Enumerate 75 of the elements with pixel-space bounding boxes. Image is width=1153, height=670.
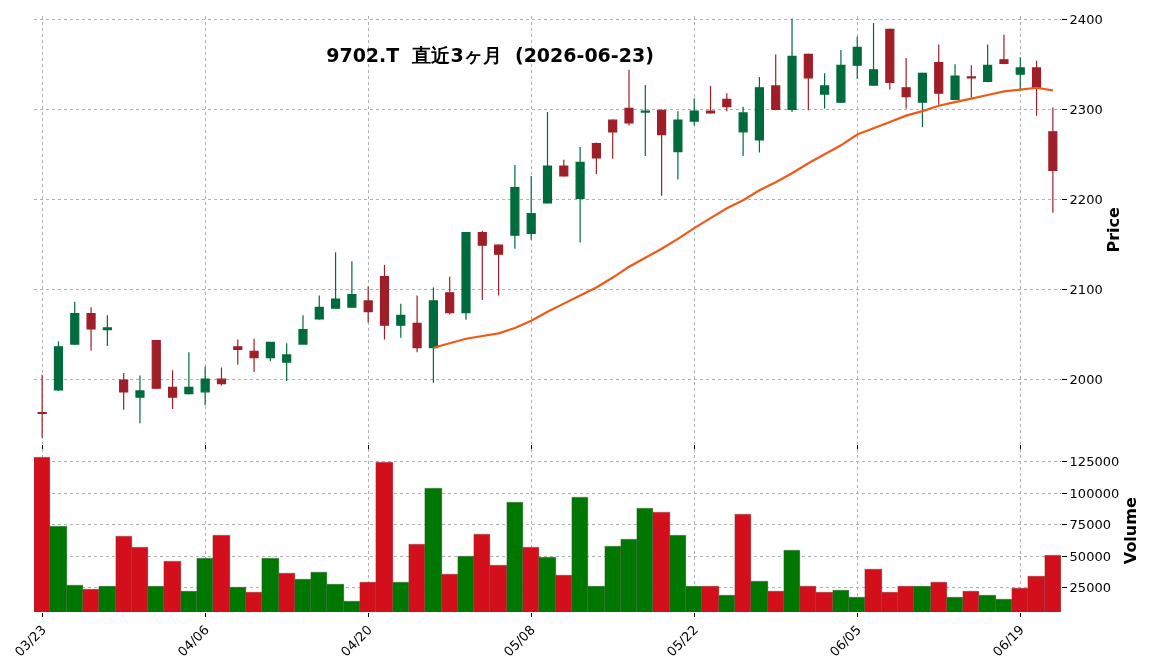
candlestick [135,375,145,424]
candlestick [347,260,357,308]
candlestick [200,366,210,406]
candlestick [233,339,243,366]
candlestick [102,314,112,347]
candlestick [477,230,487,301]
candlestick [624,69,634,127]
y-tick-label: 2000 [1069,371,1103,387]
candlestick [298,314,308,345]
y-tick-label: 100000 [1069,485,1120,501]
candlestick [868,22,879,87]
y-tick-label: 2300 [1069,101,1103,117]
candlestick [379,264,390,341]
candlestick [575,146,585,244]
candlestick [510,164,520,250]
candlestick [494,243,504,297]
candlestick [836,49,846,104]
candlestick [428,286,438,384]
candlestick [363,285,373,324]
candlestick [167,369,178,410]
candlestick [526,175,536,241]
candlestick [314,294,324,321]
candlestick [330,251,341,309]
candlestick [966,64,976,99]
candlestick [445,276,455,316]
candlestick [151,339,161,390]
candlestick [249,338,259,373]
y-tick-label: 50000 [1069,548,1111,564]
candlestick [119,372,129,411]
candlestick [1048,106,1058,214]
y-tick-label: 125000 [1069,454,1120,470]
candlestick [820,72,830,110]
candlestick [754,76,765,154]
candlestick [184,351,194,396]
y-tick-label: 25000 [1069,580,1111,596]
candlestick [689,97,699,127]
y-tick-label: 75000 [1069,517,1111,533]
candlestick [950,63,960,101]
candlestick [559,159,569,178]
text: 9702.T 直近3ヶ月 (2026-06-23) [326,43,654,66]
candlestick [412,294,422,353]
candlestick [282,342,292,382]
candlestick [705,85,716,115]
candlestick [1031,60,1042,117]
line-series [432,86,1054,349]
y-tick-label: 2100 [1069,281,1103,297]
candlestick [86,306,96,352]
y-tick-label: 2400 [1069,11,1103,27]
candlestick [787,17,797,113]
y-axis-title: Price [1104,207,1124,253]
candlestick [738,106,748,157]
candlestick [983,43,993,83]
candlestick [70,301,80,346]
candlestick [673,110,683,181]
candlestick [917,71,928,128]
candlestick [771,53,781,111]
candlestick [901,57,911,110]
candlestick [37,374,47,439]
candlestick [640,84,650,157]
y-axis-title: Volume [1120,497,1140,565]
candlestick [53,340,64,392]
candlestick [461,231,471,321]
candlestick [722,92,732,112]
candlestick [657,108,667,197]
candlestick [591,142,601,175]
candlestick [885,27,895,91]
y-tick-label: 2200 [1069,191,1103,207]
candlestick [396,303,406,339]
candlestick [803,52,813,111]
candlestick [542,111,553,205]
candlestick [852,35,862,80]
candlestick [608,118,618,160]
candlestick [265,341,275,362]
candlestick [934,43,944,106]
candlestick [999,34,1009,65]
